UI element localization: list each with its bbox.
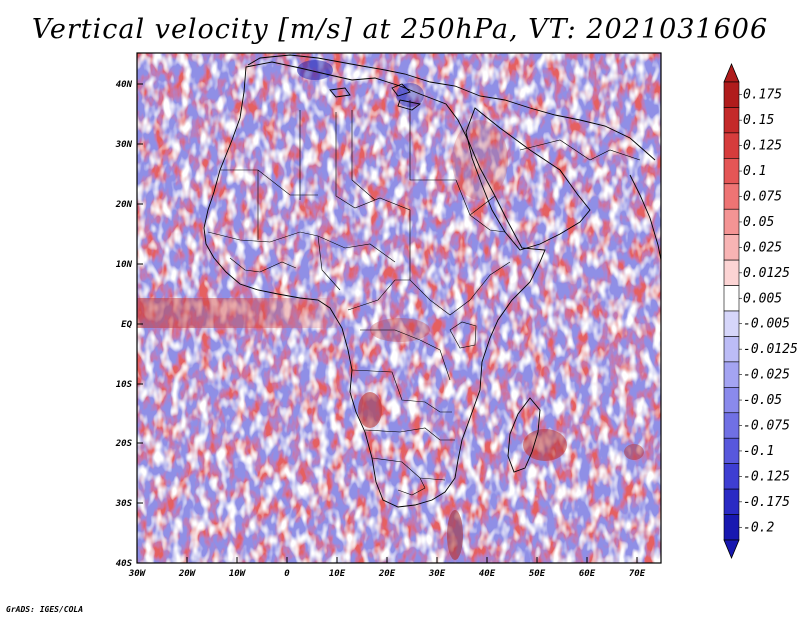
colorbar-swatch (723, 437, 740, 464)
colorbar-swatch (723, 158, 740, 185)
colorbar-bottom-arrow (723, 539, 740, 560)
map-title: Vertical velocity [m/s] at 250hPa, VT: 2… (31, 14, 769, 45)
lon-label: 40E (479, 569, 496, 579)
lat-label: 30N (115, 140, 133, 150)
colorbar-swatch (723, 310, 740, 337)
lon-label: 30E (428, 569, 446, 579)
lon-label: 50E (529, 569, 546, 579)
colorbar-label: 0.1 (743, 164, 766, 179)
colorbar-label: 0.125 (743, 139, 782, 154)
colorbar-swatch (723, 463, 740, 490)
colorbar-swatch (723, 488, 740, 515)
lat-label: 20N (115, 200, 133, 210)
colorbar-swatch (723, 183, 740, 210)
colorbar-label: -0.1 (743, 444, 774, 459)
colorbar-label: -0.125 (743, 469, 790, 484)
colorbar-label: 0.025 (743, 240, 782, 255)
lon-label: 20W (178, 569, 197, 579)
colorbar-swatch (723, 361, 740, 388)
lat-label: 40N (116, 80, 133, 90)
colorbar-label: 0.05 (743, 215, 774, 230)
colorbar-top-arrow (723, 62, 740, 83)
colorbar-swatch (723, 132, 740, 159)
colorbar-swatch (723, 208, 740, 235)
lat-label: 30S (115, 499, 133, 509)
colorbar-label: -0.005 (743, 317, 790, 332)
colorbar-swatch (723, 234, 740, 261)
colorbar-label: 0.0125 (743, 266, 790, 281)
lon-label: 30W (128, 569, 147, 579)
coastlines (203, 54, 661, 508)
colorbar-label: -0.2 (743, 520, 774, 535)
lon-label: 10W (229, 569, 247, 579)
colorbar-label: -0.075 (743, 419, 790, 434)
colorbar-label: -0.0125 (743, 342, 798, 357)
colorbar-label: 0.15 (743, 113, 774, 128)
colorbar-swatch (723, 412, 740, 439)
lon-label: 70E (629, 569, 646, 579)
lon-label: 10E (329, 569, 346, 579)
lon-label: 60E (579, 569, 596, 579)
lon-label: 0 (284, 569, 290, 579)
colorbar-swatch (723, 259, 740, 286)
latitude-labels: 40N 30N 20N 10N EQ 10S 20S 30S 40S (115, 80, 133, 569)
colorbar-swatch (723, 81, 740, 108)
lat-label: 20S (115, 439, 133, 449)
colorbar-swatch (723, 387, 740, 414)
axis-ticks (137, 83, 638, 563)
colorbar-swatch (723, 107, 740, 134)
colorbar-label: 0.075 (743, 190, 782, 205)
longitude-labels: 30W 20W 10W 0 10E 20E 30E 40E 50E 60E 70… (128, 569, 646, 579)
colorbar-label: -0.05 (743, 393, 782, 408)
velocity-field (137, 53, 661, 563)
lon-label: 20E (378, 569, 396, 579)
colorbar-swatch (723, 336, 740, 363)
colorbar-label: -0.175 (743, 495, 790, 510)
map-frame (136, 52, 662, 564)
colorbar: 0.175 0.15 0.125 0.1 0.075 0.05 0.025 0.0125 0.0… (723, 62, 798, 560)
lat-label: EQ (121, 320, 132, 330)
lat-label: 10S (116, 380, 133, 390)
credit-text: GrADS: IGES/COLA (6, 605, 84, 614)
borders (207, 100, 641, 496)
colorbar-label: 0.175 (743, 88, 782, 103)
lat-label: 10N (116, 260, 133, 270)
lat-label: 40S (116, 559, 133, 569)
colorbar-label: -0.025 (743, 368, 790, 383)
colorbar-swatch (723, 285, 740, 312)
colorbar-swatch (723, 514, 740, 541)
colorbar-label: 0.005 (743, 291, 782, 306)
